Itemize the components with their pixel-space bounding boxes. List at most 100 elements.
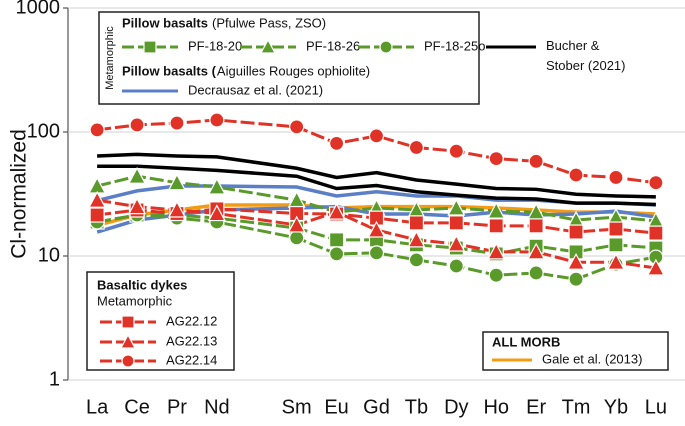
marker xyxy=(608,221,624,237)
legend-label: PF-18-25o xyxy=(424,38,485,53)
marker xyxy=(128,197,147,215)
marker xyxy=(488,218,504,234)
marker xyxy=(129,117,145,133)
x-tick-label: Tm xyxy=(562,396,591,418)
y-tick-label: 100 xyxy=(27,120,60,142)
x-tick-label: Er xyxy=(526,396,546,418)
marker xyxy=(367,220,386,238)
marker xyxy=(289,230,305,246)
legend-heading: Metamorphic xyxy=(97,293,173,308)
marker xyxy=(259,38,277,54)
x-tick-label: Ho xyxy=(483,396,509,418)
legend-label: AG22.12 xyxy=(166,313,217,328)
marker xyxy=(328,135,345,151)
marker xyxy=(608,237,624,253)
marker xyxy=(88,190,107,208)
legend-label: Bucher & Stober (2021) xyxy=(546,38,626,73)
series-line xyxy=(97,152,656,199)
marker xyxy=(448,258,464,274)
y-tick-label: 10 xyxy=(38,244,60,266)
marker xyxy=(527,242,546,260)
marker xyxy=(89,207,105,223)
marker xyxy=(528,218,544,234)
marker xyxy=(606,253,625,270)
marker xyxy=(167,173,186,191)
legend-label: PF-18-20 xyxy=(188,38,242,53)
legend-heading: Basaltic dykes xyxy=(97,277,187,292)
marker xyxy=(568,271,584,287)
marker xyxy=(568,167,584,183)
marker xyxy=(567,253,586,270)
legend-heading: ALL MORB xyxy=(492,334,560,349)
marker xyxy=(407,230,426,248)
marker xyxy=(528,153,544,169)
legend-label: Gale et al. (2013) xyxy=(542,351,642,366)
marker xyxy=(646,258,665,276)
marker xyxy=(408,252,425,268)
legend-label: Decrausaz et al. (2021) xyxy=(188,82,323,97)
legend-heading: Aiguilles Rouges ophiolite) xyxy=(217,63,370,78)
marker xyxy=(169,115,185,131)
marker xyxy=(209,112,225,128)
marker xyxy=(648,175,664,191)
marker xyxy=(121,354,135,368)
marker xyxy=(128,166,147,184)
x-tick-label: Yb xyxy=(604,396,628,418)
x-tick-label: Pr xyxy=(167,396,187,418)
x-tick-label: Gd xyxy=(363,396,390,418)
legend-heading: Pillow basalts ( xyxy=(122,63,217,78)
marker xyxy=(167,200,186,218)
marker xyxy=(528,265,544,281)
x-tick-label: Lu xyxy=(645,396,667,418)
marker xyxy=(287,215,306,233)
legend-heading: Pillow basalts xyxy=(122,15,208,30)
marker xyxy=(89,122,105,138)
y-tick-label: 1000 xyxy=(16,0,61,18)
legend-box xyxy=(98,11,480,105)
marker xyxy=(608,169,624,186)
legend-label: AG22.13 xyxy=(166,333,217,348)
legend-heading: (Pfulwe Pass, ZSO) xyxy=(212,15,326,30)
series-line xyxy=(97,164,656,207)
x-tick-label: La xyxy=(86,396,109,418)
marker xyxy=(328,232,345,248)
legend-box xyxy=(482,331,669,371)
legend-label: AG22.14 xyxy=(166,352,217,367)
x-tick-label: Sm xyxy=(282,396,312,418)
marker xyxy=(648,225,664,241)
x-tick-label: Nd xyxy=(204,396,230,418)
series-line xyxy=(96,198,657,270)
marker xyxy=(379,40,393,54)
x-tick-label: Ce xyxy=(124,396,150,418)
x-tick-label: Eu xyxy=(324,396,348,418)
marker xyxy=(289,119,305,135)
marker xyxy=(368,245,385,261)
marker xyxy=(488,267,504,283)
marker xyxy=(487,242,506,260)
marker xyxy=(447,198,466,216)
marker xyxy=(328,246,345,262)
marker xyxy=(488,151,504,167)
series-line xyxy=(96,174,657,223)
marker xyxy=(327,202,346,220)
marker xyxy=(408,139,425,156)
marker xyxy=(207,204,226,222)
marker xyxy=(143,40,157,54)
marker xyxy=(121,315,135,329)
marker xyxy=(368,128,385,144)
y-axis-label: Cl-normalized xyxy=(8,129,31,259)
marker xyxy=(207,177,226,195)
x-tick-label: Dy xyxy=(444,396,468,418)
marker xyxy=(408,215,425,231)
marker xyxy=(119,333,137,349)
legend-label: PF-18-26 xyxy=(306,38,360,53)
legend-heading: Metamorphic xyxy=(104,26,116,90)
marker xyxy=(447,234,466,252)
marker xyxy=(487,201,506,219)
x-tick-label: Tb xyxy=(405,396,428,418)
marker xyxy=(568,224,584,240)
y-tick-label: 1 xyxy=(49,368,60,390)
marker xyxy=(448,143,464,159)
marker xyxy=(448,215,464,231)
